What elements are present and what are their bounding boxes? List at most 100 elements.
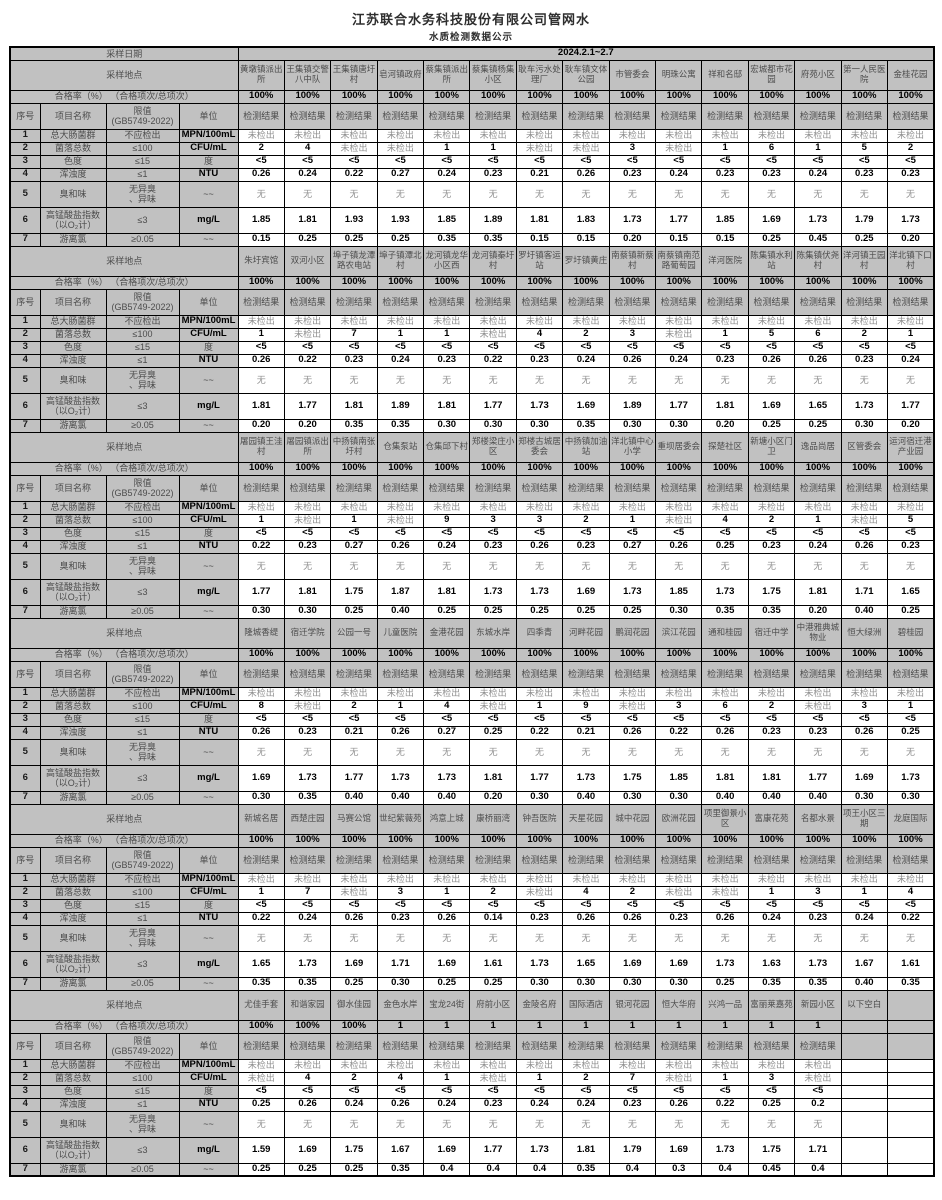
result-cell-s3-r4-c3: 0.27 bbox=[330, 539, 378, 554]
result-cell-s1-r4-c8: 0.26 bbox=[562, 167, 610, 182]
result-cell-s6-r1-c2: 未检出 bbox=[283, 1058, 332, 1073]
result-cell-s2-r1-c15: 未检出 bbox=[886, 314, 935, 329]
pass-rate-cell-s3-c6: 100% bbox=[469, 461, 517, 476]
pass-rate-cell-s3-c9: 100% bbox=[608, 461, 657, 476]
result-cell-s5-r2-c5: 1 bbox=[423, 885, 471, 900]
location-cell-s5-c11: 项里御景小区 bbox=[701, 803, 749, 835]
pass-rate-cell-s1-c13: 100% bbox=[794, 89, 842, 104]
result-cell-s2-r2-c1: 1 bbox=[237, 327, 285, 342]
result-cell-s5-r2-c2: 7 bbox=[283, 885, 332, 900]
result-cell-s3-r5-c6: 无 bbox=[469, 552, 517, 580]
location-cell-s2-c12: 陈集镇水利站 bbox=[747, 245, 796, 277]
location-cell-s5-c7: 钟吾医院 bbox=[515, 803, 564, 835]
result-header-cell-s1-c8: 检测结果 bbox=[562, 102, 610, 130]
result-cell-s2-r7-c6: 0.30 bbox=[469, 418, 517, 433]
item-unit: NTU bbox=[178, 539, 239, 554]
result-header-cell-s4-c7: 检测结果 bbox=[515, 660, 564, 688]
result-cell-s1-r6-c11: 1.85 bbox=[701, 206, 749, 234]
result-cell-s5-r6-c5: 1.69 bbox=[423, 950, 471, 978]
item-limit: 无异臭 、异味 bbox=[105, 180, 180, 208]
result-cell-s3-r6-c11: 1.73 bbox=[701, 578, 749, 606]
result-cell-s6-r1-c15 bbox=[886, 1058, 935, 1073]
result-cell-s3-r1-c11: 未检出 bbox=[701, 500, 749, 515]
result-cell-s3-r3-c4: <5 bbox=[376, 526, 425, 541]
item-seq: 3 bbox=[9, 340, 41, 355]
result-cell-s2-r7-c1: 0.20 bbox=[237, 418, 285, 433]
result-header-cell-s2-c1: 检测结果 bbox=[237, 288, 285, 316]
result-cell-s5-r5-c9: 无 bbox=[608, 924, 657, 952]
location-cell-s2-c7: 罗圩镇客运站 bbox=[515, 245, 564, 277]
result-cell-s4-r2-c11: 6 bbox=[701, 699, 749, 714]
result-cell-s5-r5-c15: 无 bbox=[886, 924, 935, 952]
location-cell-s1-c13: 府苑小区 bbox=[794, 59, 842, 91]
result-cell-s1-r6-c3: 1.93 bbox=[330, 206, 378, 234]
result-cell-s2-r1-c13: 未检出 bbox=[794, 314, 842, 329]
location-cell-s4-c2: 宿迁学院 bbox=[283, 617, 332, 649]
result-cell-s3-r2-c10: 未检出 bbox=[655, 513, 703, 528]
result-cell-s6-r7-c9: 0.4 bbox=[608, 1162, 657, 1177]
result-cell-s4-r1-c6: 未检出 bbox=[469, 686, 517, 701]
result-cell-s6-r6-c15 bbox=[886, 1136, 935, 1164]
result-cell-s6-r4-c2: 0.26 bbox=[283, 1097, 332, 1112]
result-cell-s5-r2-c14: 1 bbox=[840, 885, 888, 900]
col-header-unit: 单位 bbox=[178, 102, 239, 130]
pass-rate-cell-s5-c13: 100% bbox=[794, 833, 842, 848]
result-header-cell-s3-c12: 检测结果 bbox=[747, 474, 796, 502]
result-cell-s5-r5-c11: 无 bbox=[701, 924, 749, 952]
location-cell-s5-c4: 世纪紫薇苑 bbox=[376, 803, 425, 835]
location-cell-s6-c4: 金色水岸 bbox=[376, 989, 425, 1021]
result-cell-s6-r5-c7: 无 bbox=[515, 1110, 564, 1138]
result-cell-s2-r5-c11: 无 bbox=[701, 366, 749, 394]
result-cell-s6-r5-c15 bbox=[886, 1110, 935, 1138]
location-cell-s4-c13: 中港雅典城物业 bbox=[794, 617, 842, 649]
result-cell-s3-r6-c4: 1.87 bbox=[376, 578, 425, 606]
result-header-cell-s4-c1: 检测结果 bbox=[237, 660, 285, 688]
item-name: 高锰酸盐指数 （以O₂计） bbox=[39, 1136, 107, 1164]
result-cell-s1-r2-c9: 3 bbox=[608, 141, 657, 156]
item-unit: CFU/mL bbox=[178, 1071, 239, 1086]
location-cell-s1-c12: 宏城都市花园 bbox=[747, 59, 796, 91]
result-cell-s4-r7-c9: 0.30 bbox=[608, 790, 657, 805]
pass-rate-cell-s4-c10: 100% bbox=[655, 647, 703, 662]
result-cell-s4-r2-c5: 4 bbox=[423, 699, 471, 714]
result-header-cell-s1-c9: 检测结果 bbox=[608, 102, 657, 130]
result-cell-s4-r6-c12: 1.81 bbox=[747, 764, 796, 792]
result-cell-s6-r7-c3: 0.25 bbox=[330, 1162, 378, 1177]
item-name: 游离氯 bbox=[39, 790, 107, 805]
result-cell-s3-r1-c1: 未检出 bbox=[237, 500, 285, 515]
item-unit: mg/L bbox=[178, 764, 239, 792]
item-seq: 2 bbox=[9, 885, 41, 900]
result-cell-s4-r3-c9: <5 bbox=[608, 712, 657, 727]
item-limit: ≥0.05 bbox=[105, 790, 180, 805]
result-cell-s5-r5-c7: 无 bbox=[515, 924, 564, 952]
result-cell-s3-r5-c10: 无 bbox=[655, 552, 703, 580]
result-cell-s6-r7-c2: 0.25 bbox=[283, 1162, 332, 1177]
pass-rate-cell-s4-c8: 100% bbox=[562, 647, 610, 662]
item-name: 总大肠菌群 bbox=[39, 314, 107, 329]
item-limit: ≤15 bbox=[105, 526, 180, 541]
pass-rate-cell-s1-c2: 100% bbox=[283, 89, 332, 104]
pass-rate-cell-s3-c13: 100% bbox=[794, 461, 842, 476]
result-cell-s6-r3-c7: <5 bbox=[515, 1084, 564, 1099]
result-cell-s5-r1-c13: 未检出 bbox=[794, 872, 842, 887]
location-cell-s2-c5: 龙河镇龙华小区西 bbox=[423, 245, 471, 277]
result-header-cell-s2-c11: 检测结果 bbox=[701, 288, 749, 316]
pass-rate-cell-s4-c13: 100% bbox=[794, 647, 842, 662]
result-cell-s6-r5-c12: 无 bbox=[747, 1110, 796, 1138]
result-cell-s2-r1-c4: 未检出 bbox=[376, 314, 425, 329]
item-name: 浑浊度 bbox=[39, 353, 107, 368]
result-header-cell-s5-c12: 检测结果 bbox=[747, 846, 796, 874]
result-cell-s3-r1-c10: 未检出 bbox=[655, 500, 703, 515]
result-cell-s3-r1-c7: 未检出 bbox=[515, 500, 564, 515]
result-cell-s4-r5-c14: 无 bbox=[840, 738, 888, 766]
result-cell-s1-r3-c3: <5 bbox=[330, 154, 378, 169]
result-header-cell-s1-c6: 检测结果 bbox=[469, 102, 517, 130]
pass-rate-cell-s4-c12: 100% bbox=[747, 647, 796, 662]
location-cell-s4-c10: 滨江花园 bbox=[655, 617, 703, 649]
item-name: 游离氯 bbox=[39, 1162, 107, 1177]
location-cell-s1-c3: 王集镇唐圩村 bbox=[330, 59, 378, 91]
item-seq: 5 bbox=[9, 180, 41, 208]
location-cell-s5-c3: 马赛公馆 bbox=[330, 803, 378, 835]
item-unit: ~~ bbox=[178, 180, 239, 208]
item-seq: 6 bbox=[9, 1136, 41, 1164]
